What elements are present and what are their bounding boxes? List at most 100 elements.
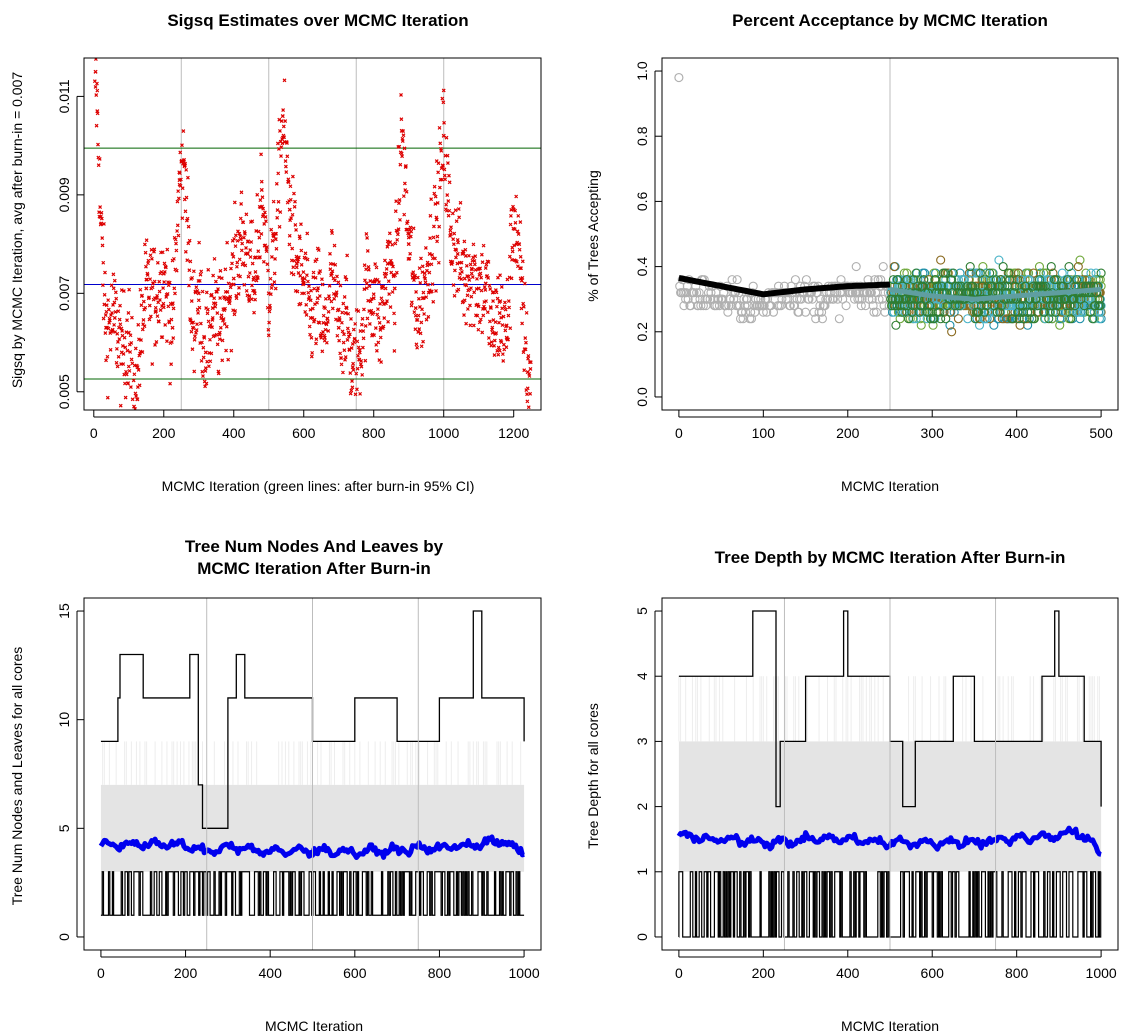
data-point	[324, 322, 329, 327]
data-point	[355, 366, 360, 371]
data-point	[170, 325, 175, 330]
data-point	[430, 252, 435, 257]
data-point	[457, 215, 462, 220]
data-point	[179, 177, 183, 182]
data-point	[262, 222, 267, 226]
data-point	[292, 204, 297, 209]
data-point	[431, 235, 436, 240]
data-point	[419, 344, 424, 349]
data-point	[101, 316, 106, 321]
data-point	[397, 201, 401, 206]
data-point	[304, 273, 309, 278]
data-point	[340, 310, 345, 315]
data-point	[302, 291, 307, 296]
data-point	[302, 276, 307, 281]
data-point	[941, 314, 951, 324]
y-tick-label: 3	[634, 737, 650, 745]
data-point	[248, 255, 253, 259]
data-point	[1085, 307, 1095, 317]
data-point	[525, 399, 530, 404]
title-line: Tree Num Nodes And Leaves by	[185, 537, 444, 556]
data-point	[151, 297, 156, 302]
data-point	[210, 315, 215, 320]
data-point	[146, 258, 151, 263]
data-point	[333, 262, 338, 267]
data-point	[229, 348, 234, 353]
x-tick-label: 200	[752, 965, 776, 981]
data-point	[916, 320, 926, 330]
data-point	[346, 334, 351, 339]
data-point	[402, 181, 407, 186]
data-point	[815, 301, 825, 311]
data-point	[206, 364, 211, 369]
data-point	[120, 344, 125, 348]
data-point	[244, 212, 249, 217]
data-point	[1007, 307, 1017, 317]
chart-title: Tree Depth by MCMC Iteration After Burn-…	[715, 548, 1066, 567]
data-point	[274, 246, 279, 251]
data-point	[416, 296, 421, 301]
data-point	[365, 316, 370, 321]
data-point	[233, 233, 238, 238]
data-point	[254, 229, 259, 233]
data-point	[768, 307, 779, 317]
data-point	[97, 210, 101, 215]
data-point	[1007, 314, 1017, 324]
data-point	[124, 330, 129, 335]
data-point	[874, 294, 884, 304]
data-point	[974, 307, 984, 317]
x-tick-label: 600	[292, 425, 316, 441]
data-point	[284, 170, 289, 174]
data-point	[258, 255, 262, 259]
data-point	[456, 240, 460, 245]
data-point	[153, 305, 158, 310]
data-point	[280, 141, 285, 146]
data-point	[470, 267, 474, 272]
data-point	[447, 180, 452, 185]
data-point	[269, 286, 274, 290]
plot-area: 0 100 200 300 400 500 0.0 0.2 0.4 0.6 0.8 1.0	[634, 57, 1119, 441]
data-point	[125, 318, 129, 323]
data-point	[401, 129, 406, 134]
data-point	[233, 309, 238, 313]
data-point	[464, 263, 469, 268]
data-point	[339, 362, 344, 367]
data-point	[196, 311, 200, 315]
data-point	[494, 331, 499, 335]
data-point	[1001, 301, 1012, 311]
data-point	[259, 187, 264, 192]
data-point	[1048, 301, 1058, 311]
data-point	[98, 205, 103, 209]
data-point	[246, 274, 251, 279]
data-point	[162, 270, 167, 274]
data-point	[309, 354, 314, 359]
data-point	[161, 286, 166, 291]
data-point	[941, 275, 951, 285]
data-point	[384, 271, 389, 276]
data-point	[996, 301, 1007, 311]
data-point	[515, 229, 520, 234]
data-point	[311, 275, 316, 280]
data-point	[980, 307, 990, 317]
data-point	[147, 317, 152, 322]
data-point	[1024, 314, 1034, 324]
data-point	[119, 326, 124, 331]
x-tick-label: 800	[428, 965, 452, 981]
data-point	[428, 213, 433, 218]
data-point	[269, 254, 274, 259]
data-point	[120, 329, 125, 333]
data-point	[349, 317, 353, 321]
data-point	[152, 279, 157, 284]
data-point	[459, 277, 464, 281]
data-point	[1079, 301, 1089, 311]
data-point	[422, 312, 427, 316]
data-point	[909, 314, 919, 324]
data-point	[758, 307, 768, 317]
data-point	[264, 249, 269, 254]
data-point	[154, 309, 159, 313]
data-point	[330, 306, 335, 311]
data-point	[794, 307, 804, 317]
data-point	[249, 240, 254, 244]
data-point	[338, 283, 343, 288]
data-point	[1062, 275, 1072, 285]
